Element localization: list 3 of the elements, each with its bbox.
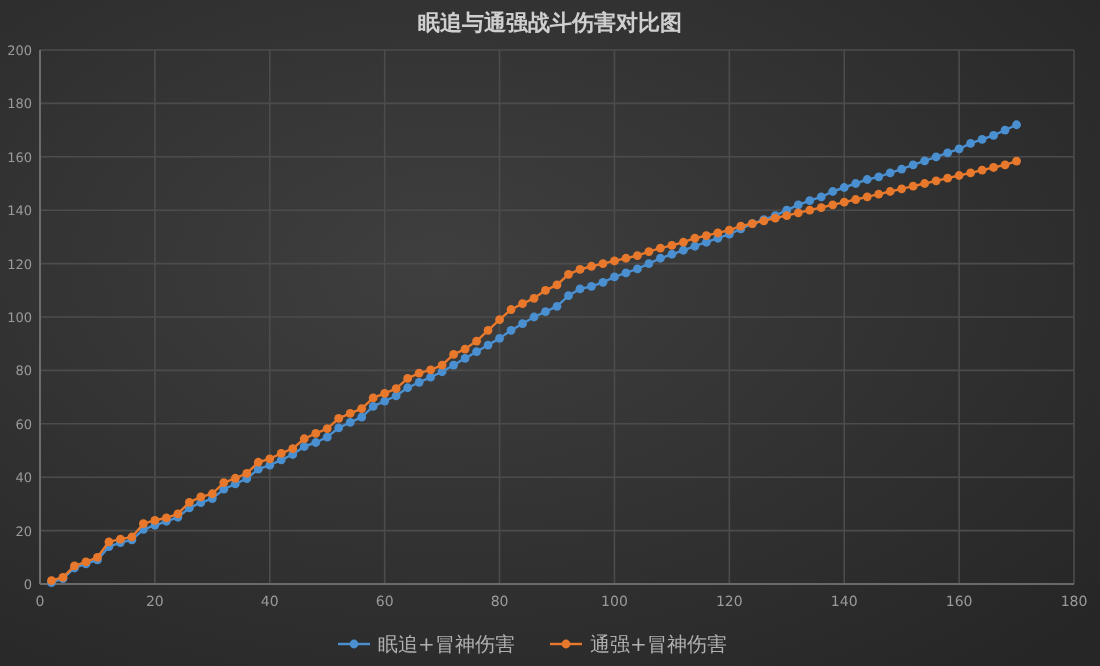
legend-label: 眠追+冒神伤害: [378, 633, 515, 657]
chart-title: 眠追与通强战斗伤害对比图: [418, 10, 682, 36]
legend-label: 通强+冒神伤害: [590, 633, 727, 657]
